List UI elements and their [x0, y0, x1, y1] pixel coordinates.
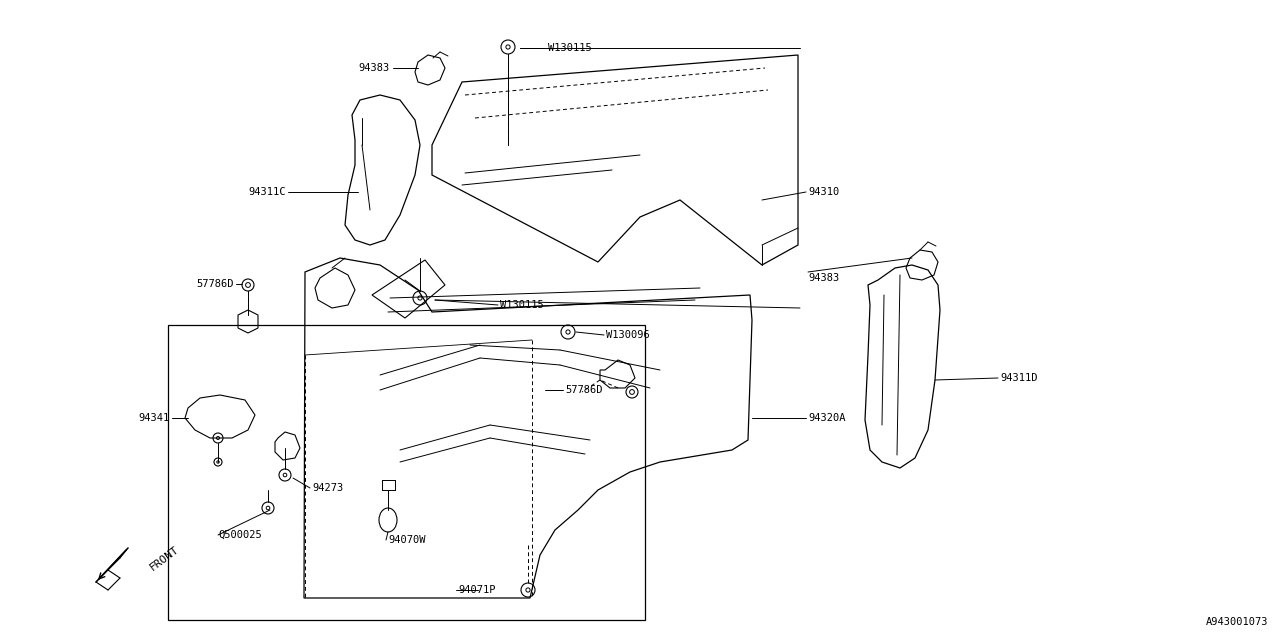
Text: 94383: 94383 [808, 273, 840, 283]
Text: 94310: 94310 [808, 187, 840, 197]
Text: FRONT: FRONT [148, 544, 180, 572]
Text: W130115: W130115 [548, 43, 591, 53]
Text: 94070W: 94070W [388, 535, 425, 545]
Text: 94383: 94383 [358, 63, 390, 73]
Text: 57786D: 57786D [197, 279, 234, 289]
Text: 94311C: 94311C [248, 187, 285, 197]
Text: Q500025: Q500025 [218, 530, 261, 540]
Text: 94311D: 94311D [1000, 373, 1038, 383]
Bar [168, 325, 645, 620]
Text: W130115: W130115 [500, 300, 544, 310]
Text: 57786D: 57786D [564, 385, 603, 395]
Text: 94071P: 94071P [458, 585, 495, 595]
Text: W130096: W130096 [605, 330, 650, 340]
Text: 94341: 94341 [138, 413, 170, 423]
Text: 94320A: 94320A [808, 413, 846, 423]
Text: A943001073: A943001073 [1206, 617, 1268, 627]
Text: 94273: 94273 [312, 483, 343, 493]
